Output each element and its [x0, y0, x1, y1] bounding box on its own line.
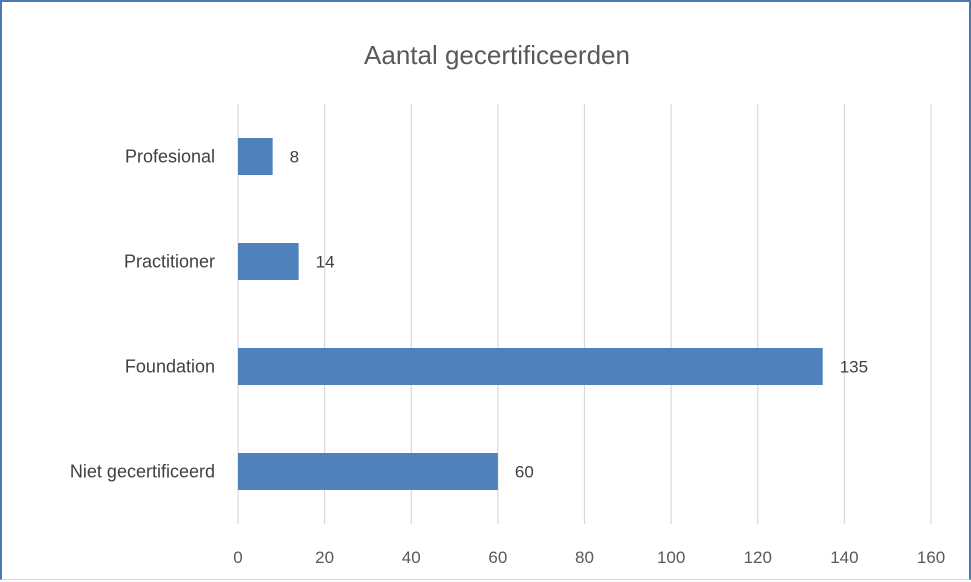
- x-tick-label: 80: [575, 548, 594, 567]
- category-labels: Profesional Practitioner Foundation Niet ge…: [70, 147, 215, 482]
- bar-niet-gecertificeerd: [238, 453, 498, 490]
- x-tick-label: 60: [488, 548, 507, 567]
- bar-foundation: [238, 348, 823, 385]
- gridlines: [237, 104, 932, 524]
- category-label: Foundation: [125, 357, 215, 377]
- data-label: 8: [290, 148, 299, 167]
- x-tick-label: 140: [830, 548, 858, 567]
- x-tick-label: 40: [402, 548, 421, 567]
- x-tick-label: 120: [744, 548, 772, 567]
- x-tick-label: 100: [657, 548, 685, 567]
- data-label: 60: [515, 463, 534, 482]
- x-tick-label: 0: [233, 548, 242, 567]
- x-tick-label: 20: [315, 548, 334, 567]
- bar-practitioner: [238, 243, 299, 280]
- bar-profesional: [238, 138, 273, 175]
- data-label: 14: [316, 253, 335, 272]
- category-label: Niet gecertificeerd: [70, 462, 215, 482]
- chart-title: Aantal gecertificeerden: [364, 40, 630, 70]
- x-axis-ticks: 0 20 40 60 80 100 120 140 160: [233, 548, 945, 567]
- bars: [238, 138, 823, 490]
- x-tick-label: 160: [917, 548, 945, 567]
- category-label: Practitioner: [124, 252, 215, 272]
- category-label: Profesional: [125, 147, 215, 167]
- data-label: 135: [840, 358, 868, 377]
- data-labels: 8 14 135 60: [290, 148, 868, 482]
